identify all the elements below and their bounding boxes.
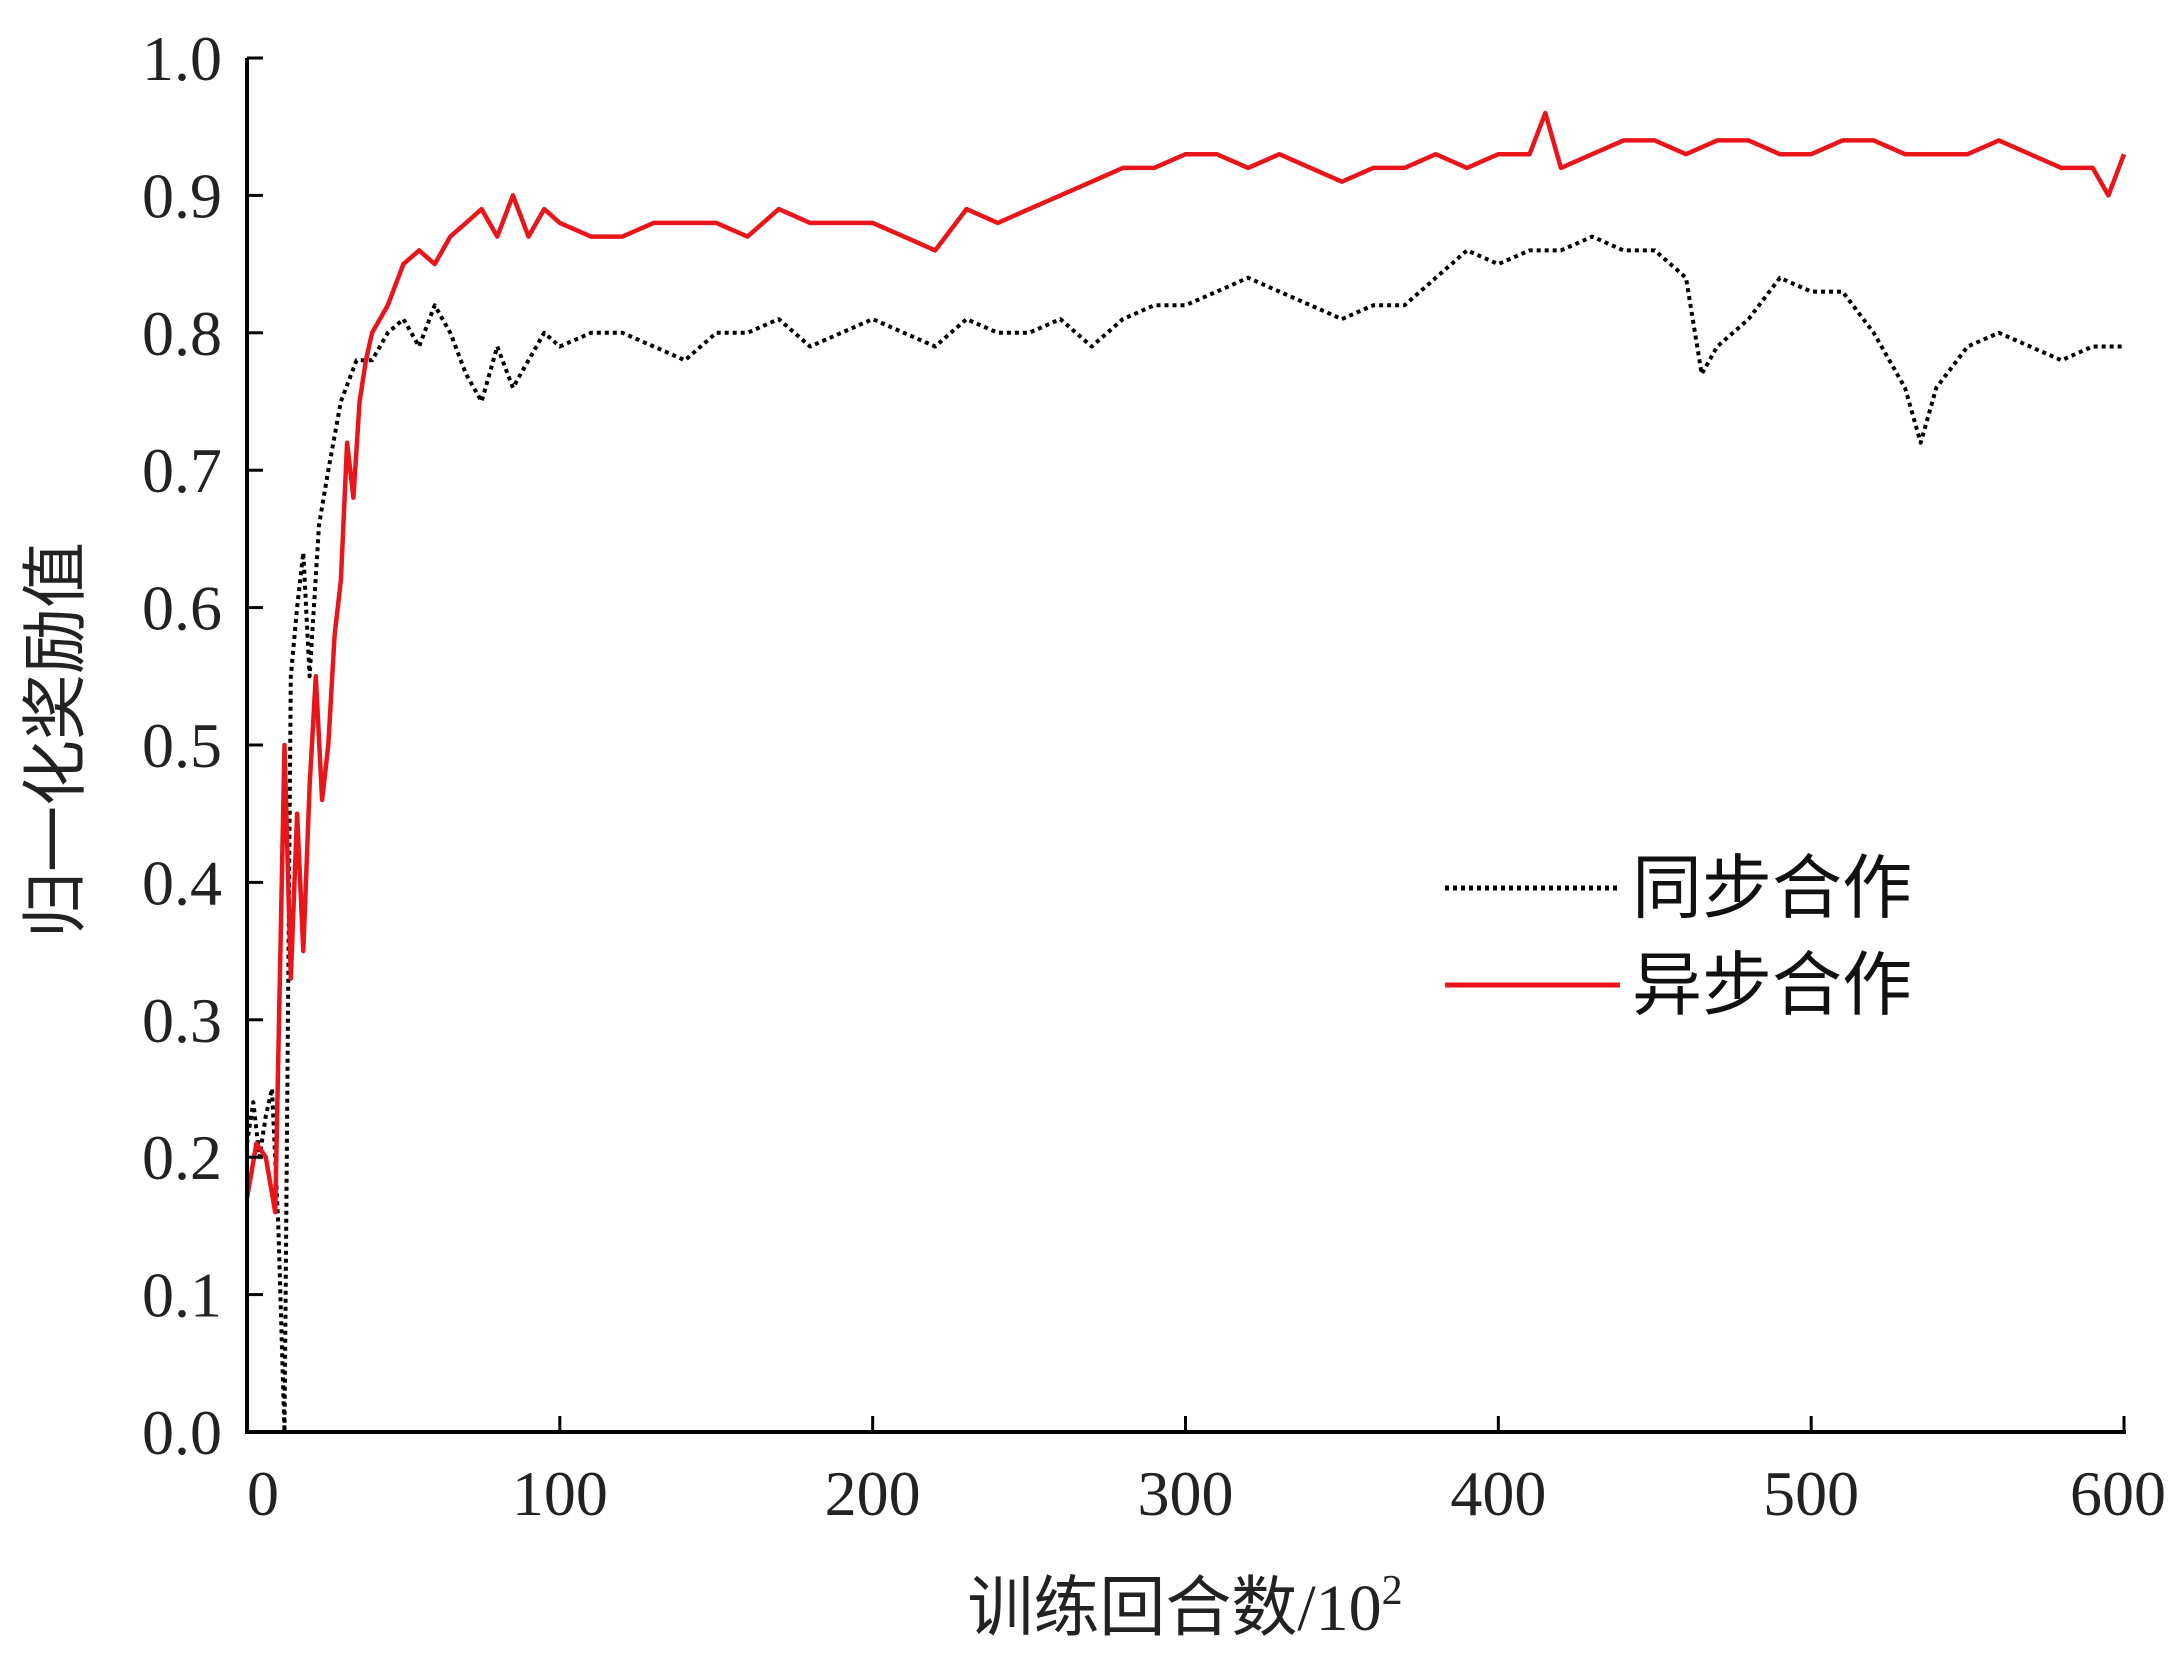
series-layer (244, 110, 2127, 1434)
y-tick-label: 0.9 (142, 160, 222, 231)
y-tick-label: 0.2 (142, 1122, 222, 1193)
x-tick-label: 200 (825, 1458, 921, 1529)
y-tick-label: 1.0 (142, 23, 222, 94)
y-tick-label: 0.3 (142, 985, 222, 1056)
x-tick-label: 400 (1450, 1458, 1546, 1529)
y-tick-label: 0.8 (142, 298, 222, 369)
legend-label-async: 异步合作 (1632, 948, 1912, 1025)
x-tick-label: 300 (1138, 1458, 1234, 1529)
y-tick-label: 0.4 (142, 847, 222, 918)
y-axis-title: 归一化奖励值 (20, 542, 93, 938)
y-tick-label: 0.1 (142, 1260, 222, 1331)
legend-label-sync: 同步合作 (1632, 851, 1912, 928)
series-line-sync (245, 234, 2124, 1434)
tick-layer: 0 100 200 300 400 500 600 0.0 0.1 0.2 0.3 0.4 0.5 0.6… (142, 23, 2166, 1529)
x-axis-title-main: 训练回合数/10 (967, 1572, 1381, 1645)
legend: 同步合作 异步合作 (1445, 851, 1912, 1025)
series-line-async (244, 110, 2127, 1215)
x-axis-title-superscript: 2 (1382, 1568, 1403, 1614)
y-tick-label: 0.7 (142, 435, 222, 506)
x-tick-label: 0 (247, 1458, 279, 1529)
x-tick-label: 600 (2070, 1458, 2166, 1529)
x-tick-label: 500 (1763, 1458, 1859, 1529)
y-tick-label: 0.0 (142, 1397, 222, 1468)
x-axis-title: 训练回合数/102 (967, 1568, 1402, 1645)
y-tick-label: 0.5 (142, 710, 222, 781)
y-tick-label: 0.6 (142, 573, 222, 644)
axes-layer (245, 58, 2126, 1434)
x-tick-label: 100 (512, 1458, 608, 1529)
